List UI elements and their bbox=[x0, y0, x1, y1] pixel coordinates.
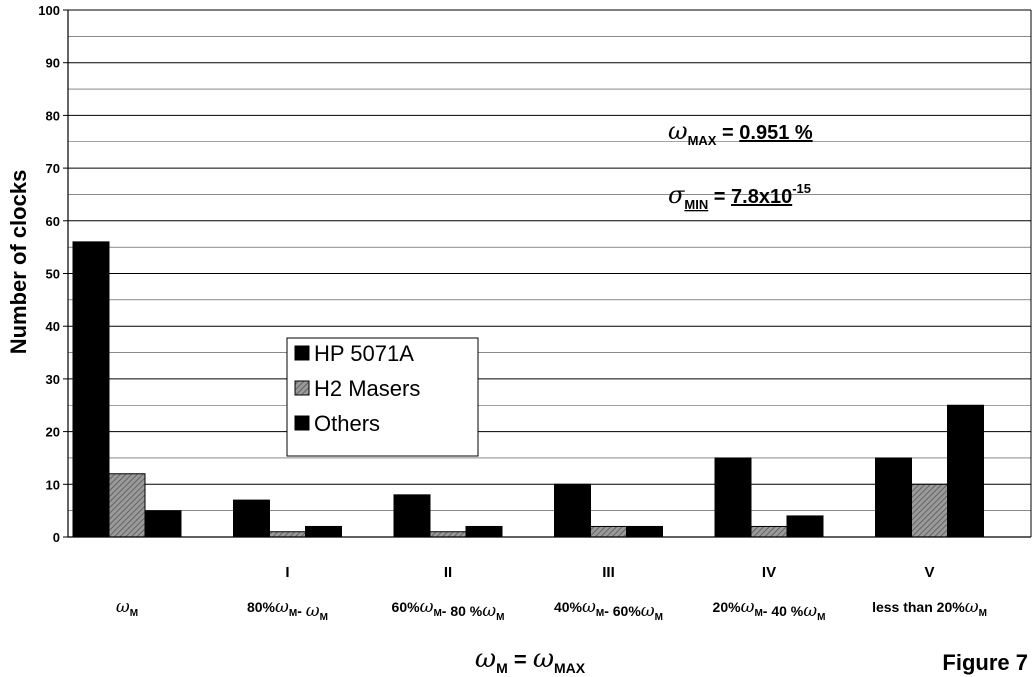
bar-h2-masers bbox=[911, 483, 948, 538]
category-label: ωM bbox=[116, 597, 138, 619]
sigma-symbol: σ bbox=[668, 181, 685, 209]
legend-label: HP 5071A bbox=[314, 341, 414, 366]
category-roman-label: III bbox=[602, 564, 615, 581]
category-roman-label: V bbox=[924, 564, 934, 581]
bar-h2-masers bbox=[750, 525, 788, 538]
omega-symbol: ω bbox=[668, 117, 688, 145]
category-label: 60%ωM- 80 %ωM bbox=[392, 597, 505, 623]
figure-label: Figure 7 bbox=[942, 650, 1028, 675]
bar-hp-5071a bbox=[554, 483, 591, 538]
bar-others bbox=[786, 515, 824, 538]
bar-others bbox=[947, 404, 984, 538]
category-roman-label: I bbox=[285, 564, 289, 581]
y-tick-label: 80 bbox=[46, 108, 60, 123]
svg-text:σMIN = 7.8x10-15: σMIN = 7.8x10-15 bbox=[668, 181, 811, 212]
bar-hp-5071a bbox=[714, 457, 752, 538]
bar-h2-masers bbox=[590, 525, 627, 538]
category-label: less than 20%ωM bbox=[872, 597, 987, 619]
category-label: 40%ωM- 60%ωM bbox=[554, 597, 663, 623]
y-tick-label: 90 bbox=[46, 56, 60, 71]
bar-others bbox=[626, 525, 663, 538]
gridlines bbox=[68, 9, 1031, 538]
category-roman-label: II bbox=[444, 564, 452, 581]
y-tick-label: 40 bbox=[46, 319, 60, 334]
legend-label: H2 Masers bbox=[314, 376, 420, 401]
y-tick-label: 0 bbox=[53, 530, 60, 545]
legend-swatch bbox=[294, 380, 310, 396]
x-axis-categories: ωM I 80%ωM- ωM II 60%ωM- 80 %ωM III 40%ωM- 60%… bbox=[116, 564, 987, 623]
y-axis-ticks: 0 10 20 30 40 50 60 70 80 90 100 bbox=[38, 3, 68, 545]
legend-swatch bbox=[294, 415, 310, 431]
y-tick-label: 60 bbox=[46, 214, 60, 229]
category-label: 80%ωM- ωM bbox=[247, 597, 328, 623]
category-roman-label: IV bbox=[762, 564, 776, 581]
bar-others bbox=[144, 510, 182, 538]
category-label: 20%ωM- 40 %ωM bbox=[713, 597, 826, 623]
omega-max-annotation: ωMAX = 0.951 % bbox=[668, 117, 813, 148]
legend-label: Others bbox=[314, 411, 380, 436]
bar-hp-5071a bbox=[233, 499, 270, 538]
bar-hp-5071a bbox=[72, 241, 110, 538]
bar-hp-5071a bbox=[393, 494, 431, 538]
y-axis-title: Number of clocks bbox=[6, 170, 31, 355]
bar-h2-masers bbox=[269, 531, 306, 538]
y-tick-label: 100 bbox=[38, 3, 60, 18]
y-tick-label: 30 bbox=[46, 372, 60, 387]
x-axis-title: ωM = ωMAX bbox=[475, 644, 586, 676]
bars bbox=[72, 241, 984, 538]
bar-others bbox=[465, 525, 503, 538]
bar-h2-masers bbox=[429, 531, 467, 538]
bar-h2-masers bbox=[108, 473, 146, 538]
y-tick-label: 10 bbox=[46, 477, 60, 492]
sigma-min-annotation: σMIN = 7.8x10-15 bbox=[668, 181, 811, 212]
y-tick-label: 70 bbox=[46, 161, 60, 176]
bar-hp-5071a bbox=[875, 457, 912, 538]
legend: HP 5071A H2 Masers Others bbox=[286, 337, 479, 457]
bar-others bbox=[305, 525, 342, 538]
legend-swatch bbox=[294, 345, 310, 361]
y-tick-label: 50 bbox=[46, 267, 60, 282]
axes bbox=[67, 10, 1032, 538]
y-tick-label: 20 bbox=[46, 425, 60, 440]
svg-text:ωMAX = 0.951 %: ωMAX = 0.951 % bbox=[668, 117, 813, 148]
